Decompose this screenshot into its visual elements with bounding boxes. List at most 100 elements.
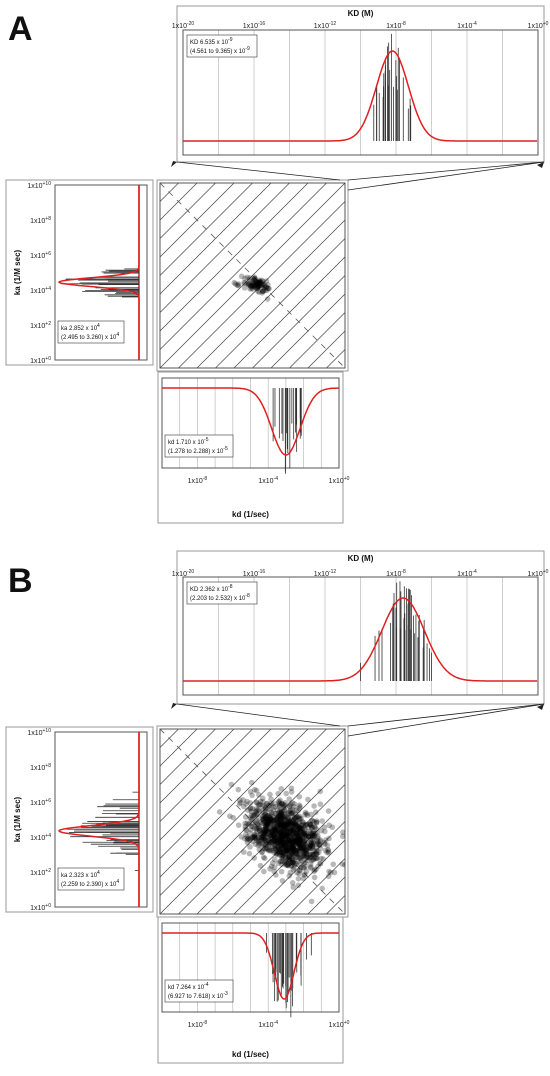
scatter-point bbox=[301, 830, 308, 837]
scatter-point bbox=[291, 838, 298, 845]
scatter-point bbox=[271, 839, 277, 846]
ka-info-line1: ka 2.852 x 104 bbox=[61, 323, 100, 332]
scatter-point bbox=[259, 288, 266, 295]
iso-affinity-line bbox=[160, 183, 327, 350]
scatter-point bbox=[297, 833, 304, 839]
scatter-point bbox=[292, 838, 298, 844]
scatter-point bbox=[248, 816, 255, 823]
scatter-point bbox=[295, 841, 302, 847]
scatter-point bbox=[312, 809, 319, 815]
scatter-point bbox=[298, 844, 305, 850]
scatter-point bbox=[268, 816, 274, 823]
scatter-point bbox=[266, 803, 273, 809]
scatter-point bbox=[298, 828, 304, 835]
scatter-point bbox=[262, 812, 268, 818]
scatter-point bbox=[261, 836, 267, 842]
scatter-point bbox=[282, 804, 288, 810]
scatter-point bbox=[247, 275, 253, 281]
scatter-point bbox=[280, 835, 286, 842]
scatter-point bbox=[271, 845, 277, 852]
kd-info-line1-base: KD 2.362 x 10 bbox=[190, 587, 229, 593]
scatter-point bbox=[289, 826, 296, 832]
scatter-point bbox=[290, 845, 297, 851]
scatter-point bbox=[260, 827, 267, 834]
scatter-point bbox=[297, 864, 304, 871]
scatter-point bbox=[271, 826, 278, 833]
scatter-point bbox=[308, 831, 315, 837]
scatter-point bbox=[278, 849, 285, 856]
scatter-point bbox=[274, 818, 280, 824]
scatter-point bbox=[298, 829, 305, 835]
scatter-point bbox=[292, 816, 299, 823]
scatter-point bbox=[261, 868, 267, 875]
scatter-point bbox=[299, 818, 306, 825]
scatter-point bbox=[271, 826, 278, 832]
kdiss-tick-label-exp: -4 bbox=[274, 1020, 279, 1026]
scatter-point bbox=[260, 834, 266, 840]
scatter-point bbox=[284, 832, 290, 839]
scatter-point bbox=[317, 860, 323, 867]
scatter-point bbox=[291, 821, 298, 828]
scatter-point bbox=[240, 803, 247, 810]
scatter-point bbox=[271, 849, 277, 856]
scatter-point bbox=[291, 846, 298, 853]
scatter-point bbox=[293, 823, 300, 829]
iso-affinity-line bbox=[160, 729, 272, 841]
scatter-point bbox=[275, 837, 282, 844]
scatter-point bbox=[311, 833, 318, 840]
scatter-point bbox=[280, 839, 286, 845]
scatter-point bbox=[295, 833, 302, 839]
scatter-point bbox=[275, 817, 282, 823]
scatter-point bbox=[248, 283, 254, 290]
scatter-point bbox=[247, 815, 253, 821]
scatter-point bbox=[299, 835, 305, 841]
scatter-point bbox=[254, 285, 261, 291]
scatter-point bbox=[301, 852, 308, 858]
scatter-point bbox=[297, 838, 304, 844]
kd-info-box-frame bbox=[186, 34, 258, 58]
scatter-point bbox=[309, 843, 315, 849]
kd-tick-label-exp: +0 bbox=[543, 21, 549, 27]
scatter-point bbox=[289, 830, 296, 837]
scatter-point bbox=[302, 822, 309, 829]
scatter-point bbox=[245, 835, 251, 842]
scatter-point bbox=[313, 837, 320, 844]
scatter-point bbox=[256, 841, 262, 847]
scatter-point bbox=[299, 845, 306, 852]
iso-affinity-line bbox=[326, 895, 345, 914]
scatter-point bbox=[310, 830, 316, 837]
scatter-point bbox=[283, 819, 290, 826]
scatter-point bbox=[284, 851, 291, 858]
kd-info-line2-exp: -9 bbox=[245, 46, 250, 52]
iso-affinity-line bbox=[160, 729, 290, 859]
scatter-point bbox=[304, 843, 311, 850]
iso-affinity-line bbox=[160, 729, 198, 767]
scatter-point bbox=[246, 850, 253, 857]
scatter-point bbox=[269, 832, 276, 838]
scatter-point bbox=[255, 281, 261, 287]
scatter-point bbox=[288, 822, 295, 828]
scatter-point bbox=[277, 830, 283, 837]
scatter-point bbox=[250, 283, 257, 289]
scatter-point bbox=[284, 831, 291, 837]
kdiss-info-line2-base: (1.278 to 2.288) x 10 bbox=[168, 449, 224, 455]
kdiss-chart: 1x10-8 1x10-4 1x10+0kd (1/sec)kd 7.264 x 1… bbox=[157, 916, 350, 1064]
scatter-point bbox=[306, 828, 313, 835]
scatter-point bbox=[263, 842, 269, 848]
scatter-point bbox=[282, 857, 289, 863]
scatter-point bbox=[278, 828, 284, 835]
scatter-point bbox=[306, 821, 313, 827]
scatter-point bbox=[296, 830, 302, 837]
scatter-point bbox=[257, 282, 263, 289]
kd-info-box-frame bbox=[186, 581, 258, 605]
scatter-point bbox=[285, 852, 292, 858]
scatter-point bbox=[279, 832, 286, 839]
scatter-point bbox=[280, 833, 287, 839]
scatter-point bbox=[265, 816, 271, 823]
scatter-point bbox=[296, 834, 303, 841]
scatter-point bbox=[297, 846, 303, 853]
scatter-point bbox=[311, 823, 318, 830]
scatter-point bbox=[278, 832, 285, 839]
scatter-point bbox=[274, 815, 280, 822]
scatter-point bbox=[274, 815, 280, 821]
